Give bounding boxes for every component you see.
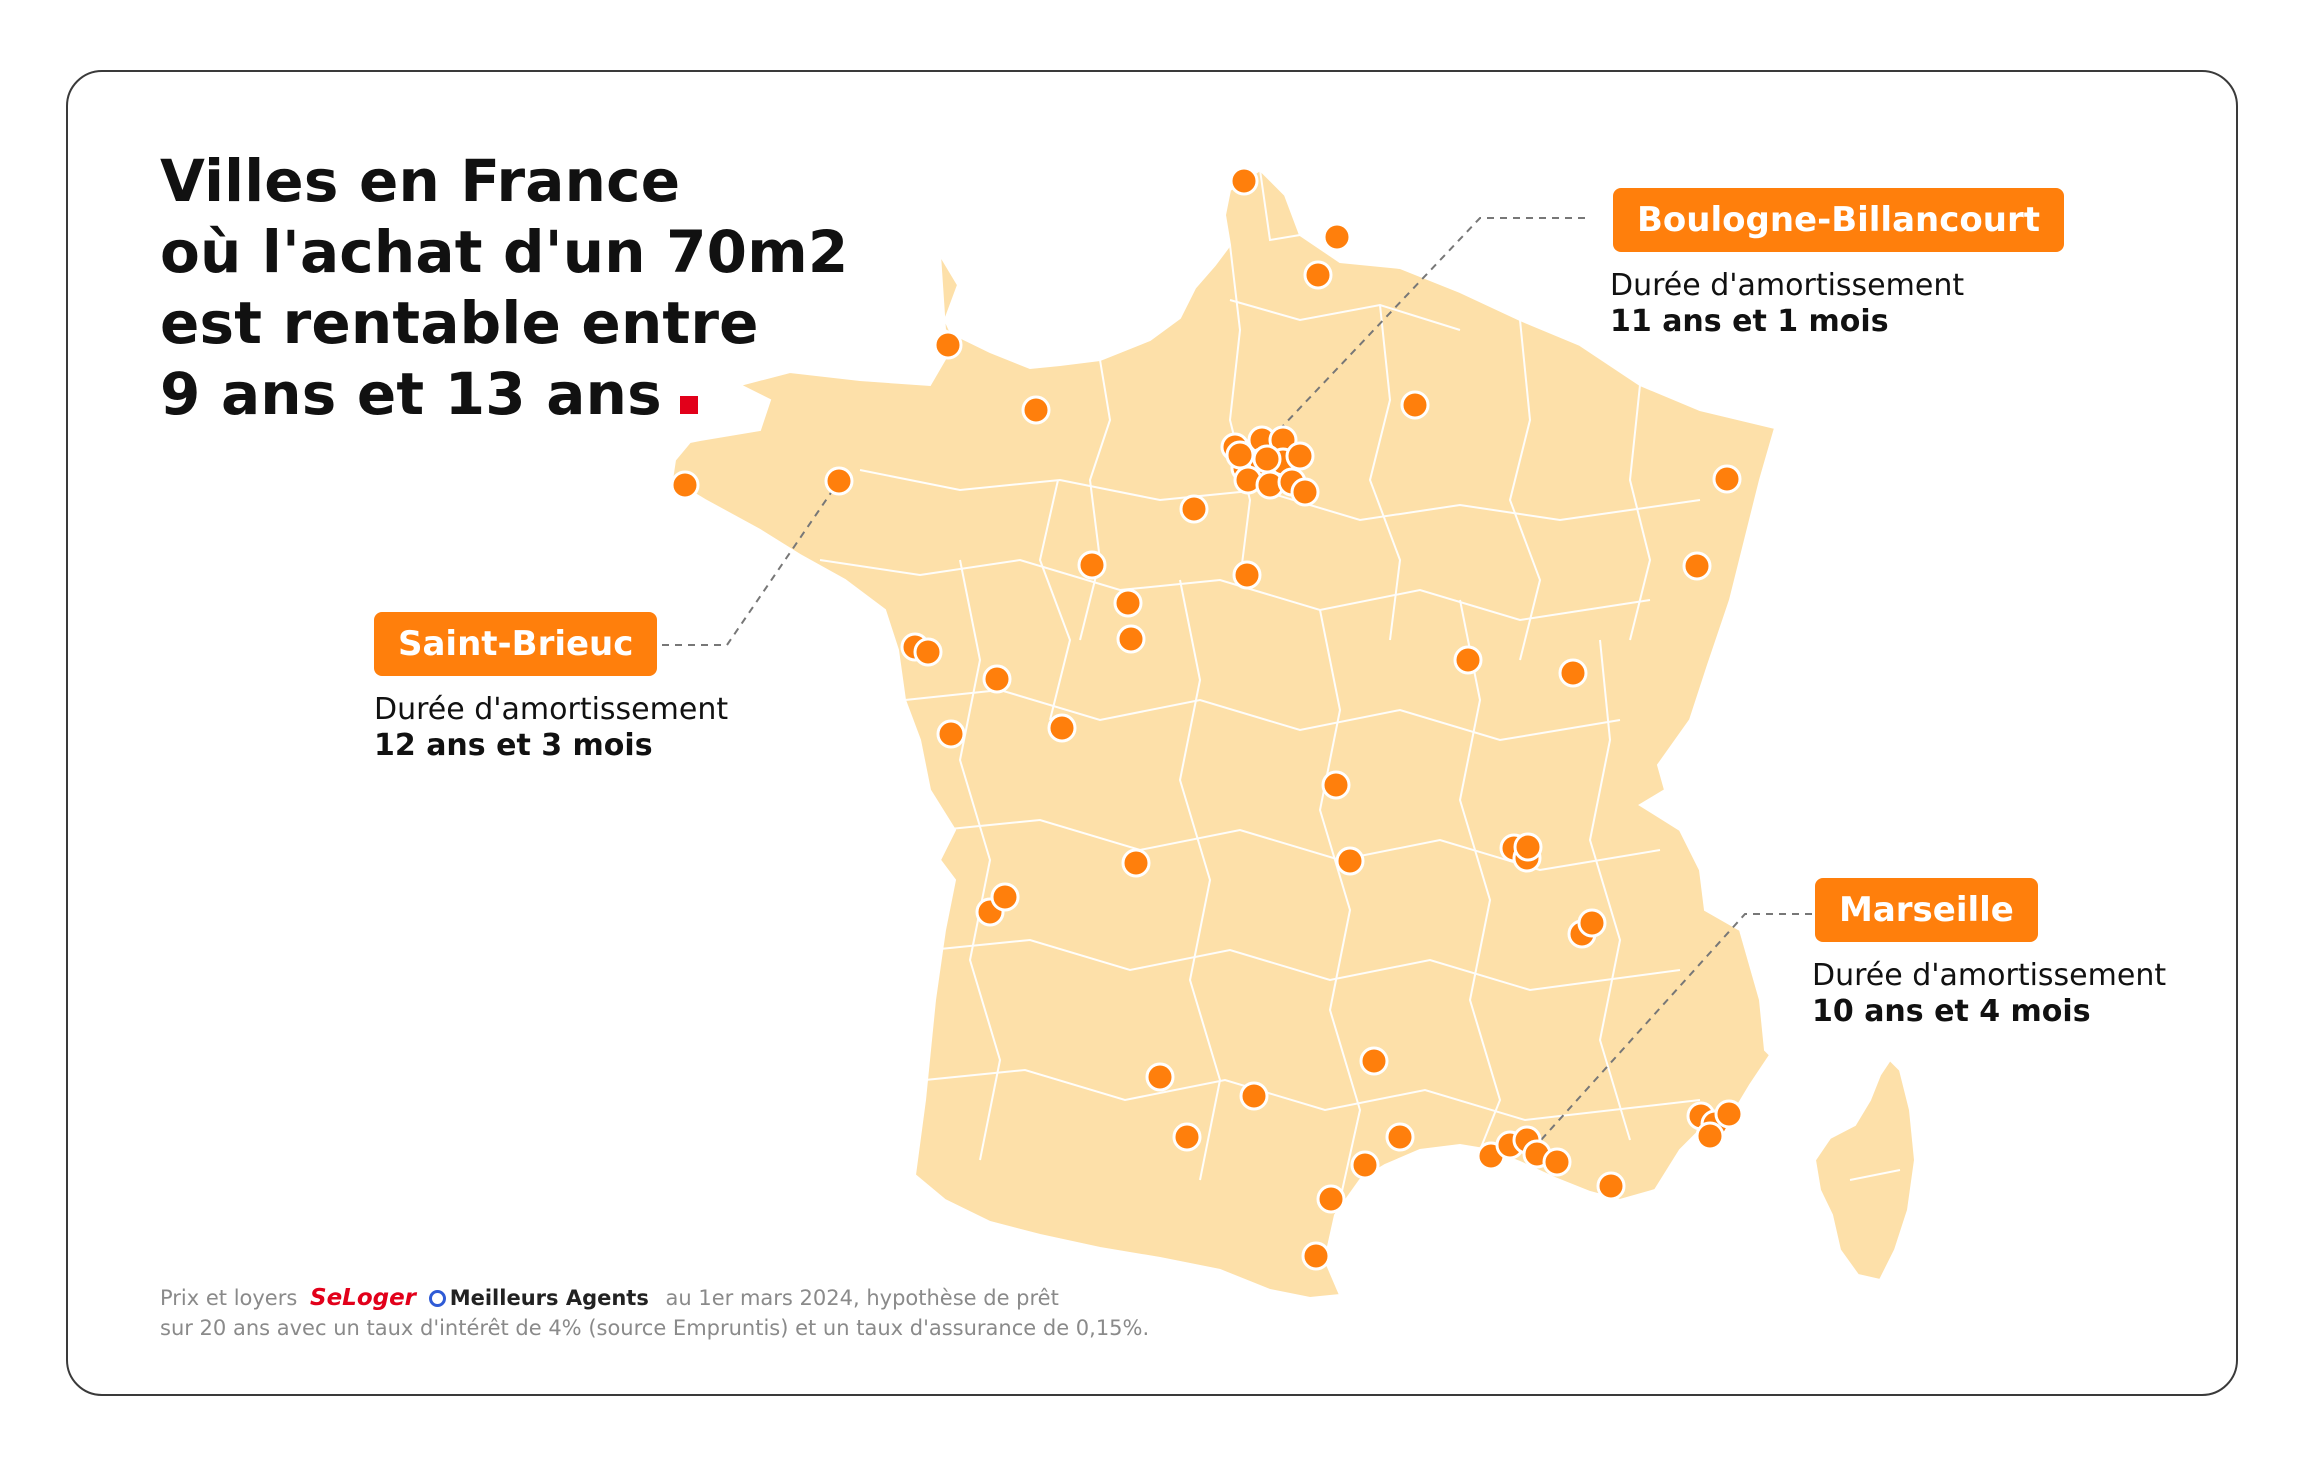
city-marker bbox=[1321, 770, 1351, 800]
city-marker bbox=[1350, 1150, 1380, 1180]
accent-square-icon bbox=[679, 396, 698, 414]
footer-line2: sur 20 ans avec un taux d'intérêt de 4% … bbox=[160, 1316, 1150, 1340]
amortization-label: Durée d'amortissement bbox=[1812, 958, 2167, 993]
amortization-value: 11 ans et 1 mois bbox=[1610, 304, 1889, 339]
city-marker bbox=[1335, 846, 1365, 876]
city-marker bbox=[1047, 713, 1077, 743]
page-title: Villes en France où l'achat d'un 70m2 es… bbox=[160, 146, 848, 430]
city-marker bbox=[1316, 1184, 1346, 1214]
city-marker bbox=[1385, 1122, 1415, 1152]
city-marker bbox=[1558, 658, 1588, 688]
footer-source: Prix et loyers SeLoger Meilleurs Agents … bbox=[160, 1283, 1149, 1343]
city-marker bbox=[1225, 440, 1255, 470]
city-marker bbox=[1232, 560, 1262, 590]
city-marker bbox=[1290, 477, 1320, 507]
city-marker bbox=[1359, 1046, 1389, 1076]
leader-lines bbox=[662, 217, 1812, 1141]
city-marker bbox=[1121, 848, 1151, 878]
title-line-3: est rentable entre bbox=[160, 289, 759, 357]
amortization-marseille: Durée d'amortissement 10 ans et 4 mois bbox=[1812, 958, 2166, 1030]
city-marker bbox=[990, 882, 1020, 912]
city-marker bbox=[1513, 832, 1543, 862]
amortization-value: 10 ans et 4 mois bbox=[1812, 994, 2091, 1029]
amortization-value: 12 ans et 3 mois bbox=[374, 728, 653, 763]
badge-marseille: Marseille bbox=[1815, 878, 2038, 942]
city-marker bbox=[1145, 1062, 1175, 1092]
city-marker bbox=[1542, 1147, 1572, 1177]
city-marker bbox=[1239, 1081, 1269, 1111]
leader-line-saint-brieuc bbox=[662, 480, 840, 646]
amortization-label: Durée d'amortissement bbox=[374, 692, 729, 727]
seloger-logo: SeLoger bbox=[310, 1285, 417, 1311]
meilleurs-agents-icon bbox=[428, 1290, 446, 1307]
city-marker bbox=[670, 470, 700, 500]
badge-boulogne-billancourt: Boulogne-Billancourt bbox=[1613, 188, 2064, 252]
city-marker bbox=[1695, 1121, 1725, 1151]
city-marker bbox=[1301, 1241, 1331, 1271]
city-marker bbox=[1172, 1122, 1202, 1152]
city-markers bbox=[670, 166, 1744, 1271]
footer-prefix: Prix et loyers bbox=[160, 1286, 298, 1310]
title-line-4: 9 ans et 13 ans bbox=[160, 360, 662, 428]
city-marker bbox=[1322, 222, 1352, 252]
france-mainland bbox=[670, 168, 1777, 1300]
city-marker bbox=[982, 664, 1012, 694]
amortization-boulogne: Durée d'amortissement 11 ans et 1 mois bbox=[1610, 268, 1964, 340]
badge-saint-brieuc: Saint-Brieuc bbox=[374, 612, 658, 676]
city-marker bbox=[1303, 260, 1333, 290]
city-marker bbox=[933, 330, 963, 360]
department-borders bbox=[819, 169, 1901, 1201]
city-marker bbox=[1577, 908, 1607, 938]
city-marker bbox=[1285, 441, 1315, 471]
city-marker bbox=[936, 719, 966, 749]
title-line-2: où l'achat d'un 70m2 bbox=[160, 218, 849, 286]
footer-line1-suffix: au 1er mars 2024, hypothèse de prêt bbox=[665, 1286, 1059, 1310]
city-marker bbox=[1077, 550, 1107, 580]
city-marker bbox=[1229, 166, 1259, 196]
amortization-label: Durée d'amortissement bbox=[1610, 268, 1965, 303]
city-marker bbox=[1596, 1171, 1626, 1201]
city-marker bbox=[824, 466, 854, 496]
leader-line-marseille bbox=[1540, 913, 1812, 1141]
city-marker bbox=[1116, 624, 1146, 654]
city-marker bbox=[1021, 395, 1051, 425]
city-marker bbox=[1714, 1099, 1744, 1129]
meilleurs-agents-logo: Meilleurs Agents bbox=[449, 1286, 649, 1310]
city-marker bbox=[1400, 390, 1430, 420]
amortization-saint-brieuc: Durée d'amortissement 12 ans et 3 mois bbox=[374, 692, 728, 764]
city-marker bbox=[1682, 551, 1712, 581]
city-marker bbox=[1252, 444, 1282, 474]
leader-line-boulogne bbox=[1261, 217, 1585, 449]
title-line-1: Villes en France bbox=[160, 147, 681, 215]
city-marker bbox=[1113, 588, 1143, 618]
city-marker bbox=[913, 637, 943, 667]
city-marker bbox=[1453, 645, 1483, 675]
city-marker bbox=[1179, 494, 1209, 524]
city-marker bbox=[1712, 464, 1742, 494]
corsica bbox=[1813, 1058, 1917, 1282]
